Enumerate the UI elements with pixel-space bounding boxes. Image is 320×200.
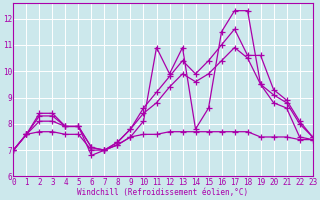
X-axis label: Windchill (Refroidissement éolien,°C): Windchill (Refroidissement éolien,°C): [77, 188, 249, 197]
